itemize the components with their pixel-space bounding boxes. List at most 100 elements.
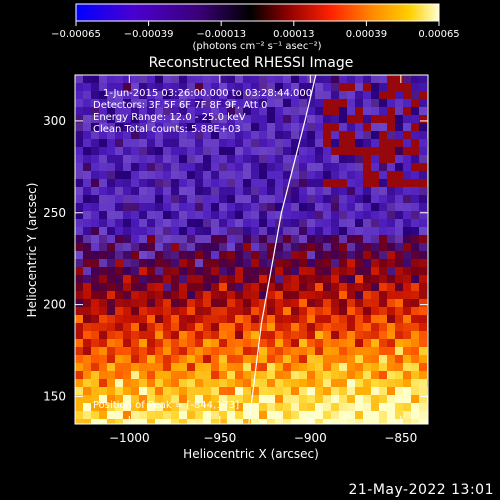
heatmap-cell bbox=[387, 155, 395, 163]
heatmap-cell bbox=[107, 243, 115, 251]
heatmap-cell bbox=[131, 219, 139, 227]
heatmap-cell bbox=[307, 83, 315, 91]
heatmap-cell bbox=[211, 203, 219, 211]
heatmap-cell bbox=[291, 83, 299, 91]
heatmap-cell bbox=[123, 91, 131, 99]
heatmap-cell bbox=[331, 291, 339, 299]
heatmap-cell bbox=[99, 331, 107, 339]
heatmap-cell bbox=[387, 83, 395, 91]
heatmap-cell bbox=[379, 75, 387, 83]
heatmap-cell bbox=[387, 355, 395, 363]
heatmap-cell bbox=[83, 83, 91, 91]
heatmap-cell bbox=[403, 387, 411, 395]
heatmap-cell bbox=[91, 299, 99, 307]
heatmap-cell bbox=[371, 283, 379, 291]
heatmap-cell bbox=[203, 387, 211, 395]
heatmap-cell bbox=[307, 339, 315, 347]
heatmap-cell bbox=[219, 203, 227, 211]
heatmap-cell bbox=[323, 355, 331, 363]
heatmap-cell bbox=[243, 251, 251, 259]
heatmap-cell bbox=[387, 259, 395, 267]
heatmap-cell bbox=[267, 99, 275, 107]
heatmap-cell bbox=[411, 371, 419, 379]
heatmap-cell bbox=[219, 299, 227, 307]
heatmap-cell bbox=[91, 291, 99, 299]
heatmap-cell bbox=[395, 283, 403, 291]
heatmap-cell bbox=[347, 131, 355, 139]
heatmap-cell bbox=[339, 371, 347, 379]
heatmap-cell bbox=[395, 91, 403, 99]
heatmap-cell bbox=[339, 115, 347, 123]
heatmap-cell bbox=[339, 283, 347, 291]
heatmap-cell bbox=[379, 299, 387, 307]
heatmap-cell bbox=[235, 219, 243, 227]
heatmap-cell bbox=[291, 139, 299, 147]
heatmap-cell bbox=[227, 131, 235, 139]
heatmap-cell bbox=[91, 363, 99, 371]
heatmap-cell bbox=[179, 131, 187, 139]
heatmap-cell bbox=[139, 115, 147, 123]
timestamp-footer: 21-May-2022 13:01 bbox=[348, 482, 494, 498]
heatmap-cell bbox=[411, 163, 419, 171]
heatmap-cell bbox=[307, 123, 315, 131]
heatmap-cell bbox=[267, 243, 275, 251]
heatmap-cell bbox=[283, 75, 291, 83]
heatmap-cell bbox=[155, 235, 163, 243]
heatmap-cell bbox=[155, 387, 163, 395]
heatmap-cell bbox=[259, 323, 267, 331]
heatmap-cell bbox=[243, 323, 251, 331]
heatmap-cell bbox=[267, 227, 275, 235]
heatmap-cell bbox=[307, 163, 315, 171]
heatmap-cell bbox=[331, 187, 339, 195]
heatmap-cell bbox=[235, 251, 243, 259]
heatmap-cell bbox=[75, 107, 83, 115]
heatmap-cell bbox=[315, 163, 323, 171]
heatmap-cell bbox=[363, 107, 371, 115]
heatmap-cell bbox=[131, 203, 139, 211]
heatmap-cell bbox=[387, 275, 395, 283]
heatmap-cell bbox=[211, 299, 219, 307]
heatmap-cell bbox=[99, 403, 107, 411]
heatmap-cell bbox=[179, 211, 187, 219]
heatmap-cell bbox=[147, 83, 155, 91]
heatmap-cell bbox=[211, 411, 219, 419]
heatmap-cell bbox=[123, 403, 131, 411]
heatmap-cell bbox=[379, 155, 387, 163]
heatmap-cell bbox=[347, 259, 355, 267]
heatmap-cell bbox=[195, 371, 203, 379]
heatmap-cell bbox=[307, 371, 315, 379]
heatmap-cell bbox=[155, 115, 163, 123]
heatmap-cell bbox=[251, 323, 259, 331]
heatmap-cell bbox=[379, 355, 387, 363]
heatmap-cell bbox=[371, 403, 379, 411]
heatmap-cell bbox=[331, 331, 339, 339]
heatmap-cell bbox=[147, 235, 155, 243]
heatmap-cell bbox=[323, 299, 331, 307]
heatmap-cell bbox=[363, 283, 371, 291]
heatmap-cell bbox=[411, 347, 419, 355]
heatmap-cell bbox=[315, 395, 323, 403]
heatmap-cell bbox=[363, 307, 371, 315]
heatmap-cell bbox=[291, 195, 299, 203]
heatmap-cell bbox=[419, 203, 427, 211]
heatmap-cell bbox=[171, 211, 179, 219]
heatmap-cell bbox=[275, 155, 283, 163]
heatmap-cell bbox=[171, 91, 179, 99]
heatmap-cell bbox=[387, 227, 395, 235]
heatmap-cell bbox=[323, 267, 331, 275]
heatmap-cell bbox=[259, 283, 267, 291]
heatmap-cell bbox=[355, 259, 363, 267]
heatmap-cell bbox=[219, 235, 227, 243]
heatmap-cell bbox=[323, 83, 331, 91]
heatmap-cell bbox=[99, 123, 107, 131]
heatmap-cell bbox=[355, 339, 363, 347]
heatmap-cell bbox=[99, 91, 107, 99]
heatmap-cell bbox=[347, 83, 355, 91]
heatmap-cell bbox=[131, 195, 139, 203]
heatmap-cell bbox=[219, 363, 227, 371]
heatmap-cell bbox=[251, 243, 259, 251]
heatmap-cell bbox=[123, 411, 131, 419]
heatmap-cell bbox=[379, 235, 387, 243]
heatmap-cell bbox=[243, 195, 251, 203]
heatmap-cell bbox=[203, 371, 211, 379]
